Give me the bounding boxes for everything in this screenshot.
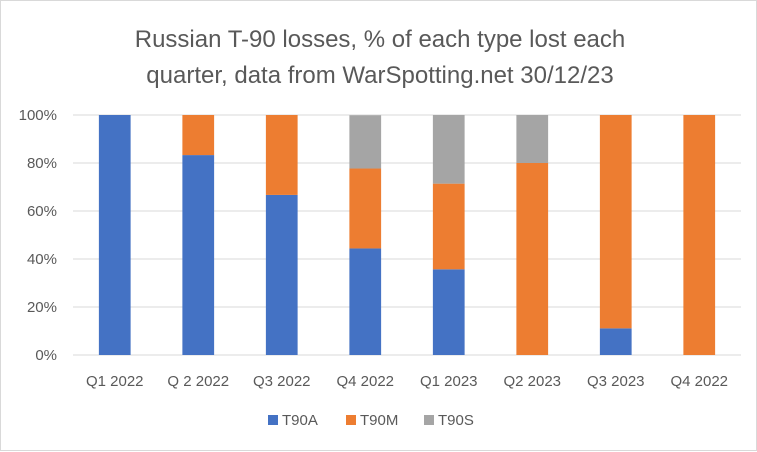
bar-t90a [599, 328, 632, 355]
y-tick-label: 20% [27, 299, 57, 316]
bar-t90a [98, 115, 131, 355]
y-tick-label: 60% [27, 203, 57, 220]
bar-t90m [182, 115, 215, 156]
bar-t90a [265, 194, 298, 355]
x-tick-label: Q3 2023 [587, 373, 645, 390]
y-tick-label: 0% [35, 347, 57, 364]
legend: T90A T90M T90S [268, 412, 474, 429]
bar-t90m [349, 168, 382, 249]
bar-t90a [349, 248, 382, 355]
legend-swatch-t90m [346, 415, 356, 425]
x-tick-label: Q 2 2022 [167, 373, 229, 390]
legend-swatch-t90a [268, 415, 278, 425]
bar-t90s [349, 115, 382, 169]
gridlines [73, 114, 741, 356]
y-tick-label: 80% [27, 155, 57, 172]
bars [98, 115, 716, 355]
x-tick-label: Q3 2022 [253, 373, 311, 390]
bar-t90s [432, 115, 465, 184]
legend-label-t90a: T90A [282, 412, 318, 429]
y-axis-ticks: 0% 20% 40% 60% 80% 100% [19, 107, 57, 364]
legend-swatch-t90s [424, 415, 434, 425]
x-tick-label: Q1 2023 [420, 373, 478, 390]
bar-t90a [182, 155, 215, 355]
legend-label-t90m: T90M [360, 412, 398, 429]
bar-t90m [432, 183, 465, 270]
x-axis-ticks: Q1 2022 Q 2 2022 Q3 2022 Q4 2022 Q1 2023 Q2 2… [86, 373, 728, 390]
bar-t90m [516, 163, 549, 355]
x-tick-label: Q2 2023 [503, 373, 561, 390]
chart-title-line-1: Russian T-90 losses, % of each type lost… [135, 26, 626, 53]
bar-t90s [516, 115, 549, 163]
chart-title-line-2: quarter, data from WarSpotting.net 30/12… [146, 62, 613, 89]
x-tick-label: Q4 2022 [336, 373, 394, 390]
bar-t90m [265, 115, 298, 195]
x-tick-label: Q1 2022 [86, 373, 144, 390]
bar-t90m [599, 115, 632, 329]
y-tick-label: 100% [19, 107, 57, 124]
bar-t90m [683, 115, 716, 355]
y-tick-label: 40% [27, 251, 57, 268]
x-tick-label: Q4 2022 [670, 373, 728, 390]
bar-t90a [432, 269, 465, 355]
legend-label-t90s: T90S [438, 412, 474, 429]
